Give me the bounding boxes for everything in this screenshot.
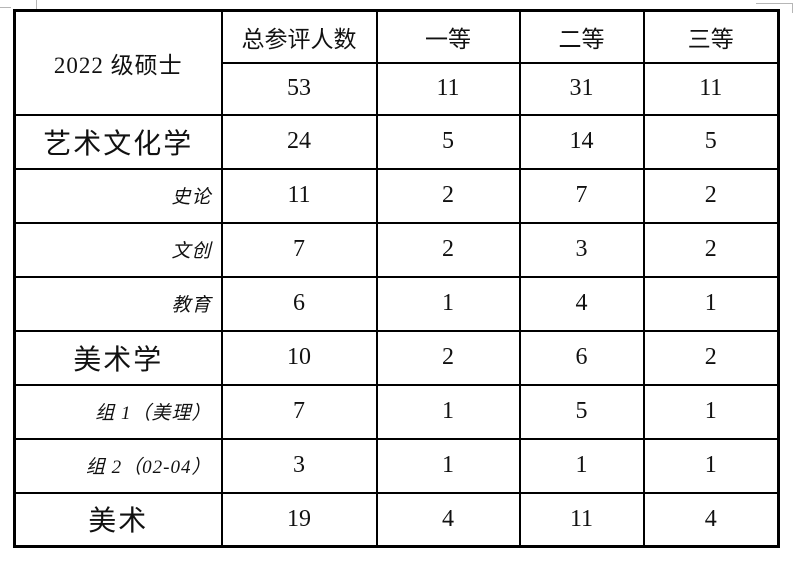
total-row: 53 11 31 11 [15,61,780,116]
cell-value: 7 [220,383,378,440]
table-row: 文创 7 2 3 2 [13,221,780,278]
column-header-total: 总参评人数 [220,9,378,64]
cell-value: 1 [642,383,780,440]
row-label: 美术 [13,491,223,548]
cell-value: 24 [220,113,378,170]
column-header-second: 二等 [518,9,645,64]
page-margin-mark [36,0,37,9]
cell-value: 2 [642,329,780,386]
cell-value: 14 [518,113,645,170]
table-row: 史论 11 2 7 2 [13,167,780,224]
cell-value: 2 [642,167,780,224]
group-label-cell: 2022 级硕士 [13,9,223,116]
cell-value: 2 [375,329,521,386]
cell-value: 4 [375,491,521,548]
cell-value: 10 [220,329,378,386]
cell-value: 5 [518,383,645,440]
cell-value: 4 [518,275,645,332]
row-label: 组 2（02-04） [13,437,223,494]
cell-value: 1 [375,383,521,440]
table-row: 美术 19 4 11 4 [13,491,780,548]
table-row: 组 2（02-04） 3 1 1 1 [13,437,780,494]
table-row: 组 1（美理） 7 1 5 1 [13,383,780,440]
page-margin-mark [756,3,793,4]
cell-value: 31 [518,61,645,116]
row-label: 美术学 [13,329,223,386]
table-row: 艺术文化学 24 5 14 5 [13,113,780,170]
page-margin-mark [792,3,793,13]
header-row: 2022 级硕士 总参评人数 一等 二等 三等 [13,9,780,116]
row-label: 组 1（美理） [13,383,223,440]
cell-value: 5 [642,113,780,170]
cell-value: 1 [518,437,645,494]
cell-value: 2 [375,221,521,278]
cell-value: 7 [220,221,378,278]
row-label: 文创 [13,221,223,278]
cell-value: 2 [375,167,521,224]
cell-value: 1 [642,275,780,332]
cell-value: 1 [375,437,521,494]
table-row: 教育 6 1 4 1 [13,275,780,332]
cell-value: 3 [220,437,378,494]
table-row: 美术学 10 2 6 2 [13,329,780,386]
cell-value: 53 [220,61,378,116]
cell-value: 19 [220,491,378,548]
cell-value: 6 [220,275,378,332]
page-margin-mark [0,7,11,8]
cell-value: 7 [518,167,645,224]
column-header-first: 一等 [375,9,521,64]
cell-value: 2 [642,221,780,278]
cell-value: 4 [642,491,780,548]
row-label: 艺术文化学 [13,113,223,170]
cell-value: 3 [518,221,645,278]
cell-value: 1 [642,437,780,494]
cell-value: 11 [375,61,521,116]
row-label: 史论 [13,167,223,224]
cell-value: 1 [375,275,521,332]
evaluation-results-table: 2022 级硕士 总参评人数 一等 二等 三等 53 11 31 11 艺术文化… [13,9,780,548]
cell-value: 11 [518,491,645,548]
cell-value: 11 [642,61,780,116]
column-header-third: 三等 [642,9,780,64]
cell-value: 5 [375,113,521,170]
row-label: 教育 [13,275,223,332]
cell-value: 11 [220,167,378,224]
cell-value: 6 [518,329,645,386]
